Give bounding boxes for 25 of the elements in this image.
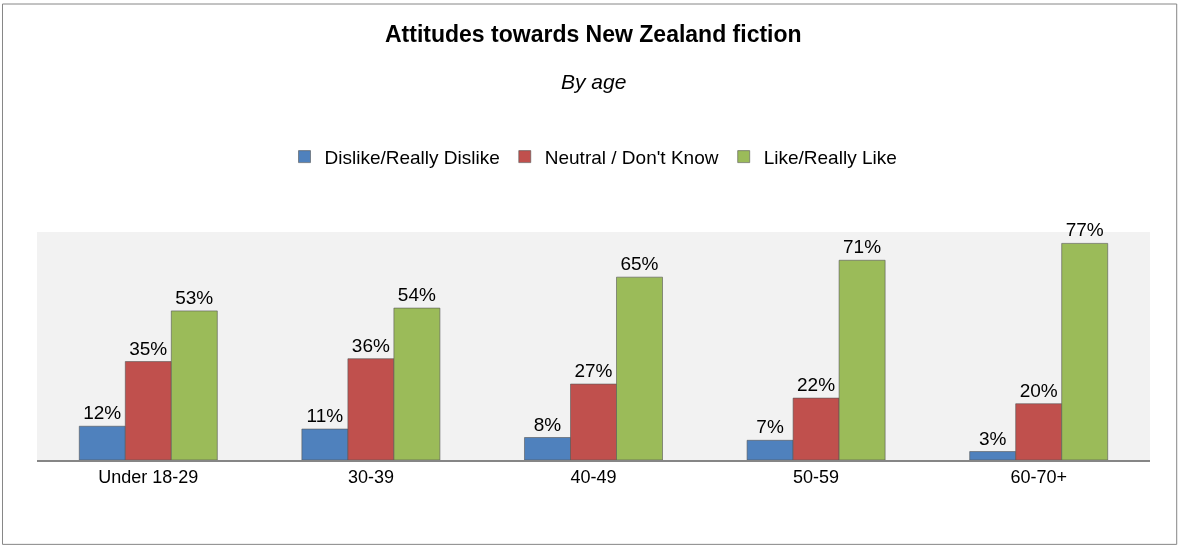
data-label: 53% (175, 286, 214, 308)
x-tick-label: 50-59 (793, 467, 840, 488)
data-label: 3% (978, 427, 1007, 449)
data-label: 20% (1019, 379, 1058, 401)
data-label: 65% (620, 253, 659, 275)
x-tick-label: 40-49 (570, 467, 617, 488)
legend-label: Dislike/Really Dislike (324, 147, 500, 169)
data-label: 11% (306, 405, 344, 427)
x-tick-label: Under 18-29 (98, 467, 199, 488)
x-tick-label: 60-70+ (1010, 467, 1067, 488)
chart-title: Attitudes towards New Zealand fiction (385, 21, 802, 47)
data-label: 77% (1065, 219, 1104, 241)
data-label: 7% (756, 416, 784, 438)
chart-subtitle: By age (561, 70, 627, 93)
data-label: 12% (83, 402, 122, 424)
legend-label: Like/Really Like (763, 147, 897, 169)
data-label: 8% (533, 413, 562, 435)
x-tick-label: 30-39 (347, 467, 394, 488)
data-label: 22% (797, 374, 836, 396)
data-label: 54% (397, 284, 436, 306)
data-label: 27% (574, 360, 613, 382)
data-label: 71% (843, 236, 882, 258)
legend-label: Neutral / Don't Know (544, 147, 719, 169)
data-label: 35% (129, 337, 168, 359)
data-label: 36% (351, 334, 390, 356)
